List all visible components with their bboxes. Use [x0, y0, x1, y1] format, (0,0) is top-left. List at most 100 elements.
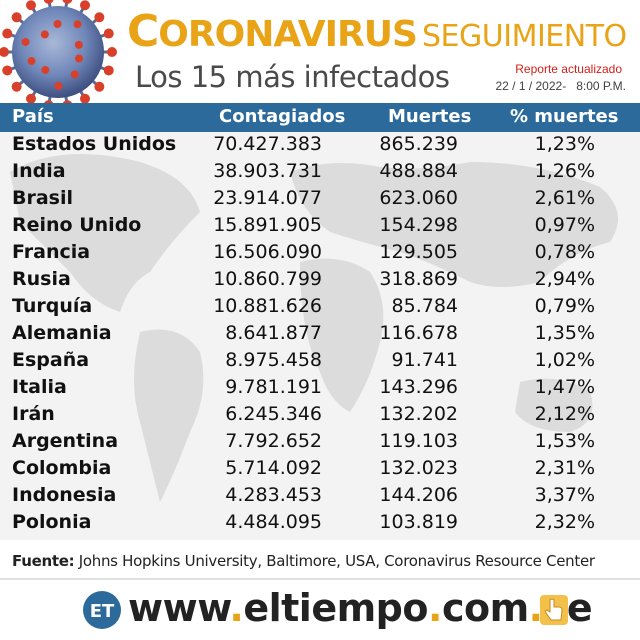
virus-spike-tip — [80, 93, 90, 103]
subtitle: Los 15 más infectados — [135, 60, 450, 94]
title-initial: C — [127, 6, 159, 57]
cell-pct: 2,94% — [534, 268, 595, 290]
table-row: España 8.975.458 91.741 1,02% — [0, 348, 640, 375]
cell-cases: 7.792.652 — [225, 430, 322, 452]
cell-cases: 5.714.092 — [225, 457, 322, 479]
site-com: com — [441, 586, 529, 630]
virus-spike-tip — [62, 100, 72, 103]
cell-cases: 8.641.877 — [225, 322, 322, 344]
report-label: Reporte actualizado — [515, 62, 622, 76]
cell-cases: 10.881.626 — [213, 295, 322, 317]
virus-spike-tip — [103, 65, 114, 76]
header: CORONAVIRUS SEGUIMIENTO Los 15 más infec… — [0, 0, 640, 103]
cell-country: Irán — [12, 403, 55, 425]
cell-cases: 4.484.095 — [225, 511, 322, 533]
cell-cases: 9.781.191 — [225, 376, 322, 398]
virus-spike-tip — [11, 12, 22, 23]
source-text: Johns Hopkins University, Baltimore, USA… — [78, 552, 595, 570]
logo-text: ET — [90, 601, 115, 622]
title: CORONAVIRUS SEGUIMIENTO — [127, 6, 627, 57]
report-date: 22 / 1 / 2022- 8:00 P.M. — [495, 79, 626, 93]
cell-pct: 1,47% — [534, 376, 595, 398]
table-row: Polonia 4.484.095 103.819 2,32% — [0, 510, 640, 537]
cell-deaths: 623.060 — [379, 187, 458, 209]
cell-deaths: 119.103 — [379, 430, 458, 452]
report-time: 8:00 P.M. — [576, 79, 626, 93]
cell-pct: 2,32% — [534, 511, 595, 533]
cell-deaths: 132.202 — [379, 403, 458, 425]
virus-surface-dot — [75, 54, 84, 63]
virus-surface-dot — [27, 57, 36, 66]
site-dot-3: . — [528, 586, 543, 630]
virus-spike-tip — [11, 81, 22, 92]
table-row: Francia 16.506.090 129.505 0,78% — [0, 240, 640, 267]
cell-cases: 4.283.453 — [225, 484, 322, 506]
virus-spike-tip — [103, 28, 114, 39]
table-header: País Contagiados Muertes % muertes — [0, 103, 640, 132]
cell-pct: 0,79% — [534, 295, 595, 317]
pointing-hand-icon — [540, 595, 568, 625]
cell-deaths: 91.741 — [391, 349, 458, 371]
cell-deaths: 154.298 — [379, 214, 458, 236]
column-header-cases: Contagiados — [219, 106, 346, 127]
virus-spike-tip — [107, 47, 117, 57]
title-rest: ORONAVIRUS — [158, 14, 418, 55]
table-row: Irán 6.245.346 132.202 2,12% — [0, 402, 640, 429]
cell-deaths: 129.505 — [379, 241, 458, 263]
virus-spike-tip — [26, 93, 36, 103]
column-header-country: País — [12, 106, 54, 127]
cell-pct: 1,23% — [534, 133, 595, 155]
cell-pct: 1,26% — [534, 160, 595, 182]
table-row: Alemania 8.641.877 116.678 1,35% — [0, 321, 640, 348]
cell-pct: 1,53% — [534, 430, 595, 452]
coronavirus-icon — [0, 0, 117, 103]
cell-country: Indonesia — [12, 484, 117, 506]
divider — [0, 578, 640, 580]
site-dot-1: . — [229, 586, 244, 630]
cell-cases: 8.975.458 — [225, 349, 322, 371]
cell-cases: 23.914.077 — [213, 187, 322, 209]
table-row: Colombia 5.714.092 132.023 2,31% — [0, 456, 640, 483]
virus-spike-tip — [44, 100, 54, 103]
site-dot-2: . — [428, 586, 442, 630]
virus-spike-tip — [80, 0, 90, 11]
cell-deaths: 143.296 — [379, 376, 458, 398]
footer: ET www.eltiempo.com.ve — [0, 580, 640, 640]
cell-deaths: 318.869 — [379, 268, 458, 290]
virus-surface-dot — [53, 20, 62, 29]
virus-spike-tip — [2, 28, 13, 39]
table-row: Turquía 10.881.626 85.784 0,79% — [0, 294, 640, 321]
cell-deaths: 132.023 — [379, 457, 458, 479]
cell-country: India — [12, 160, 66, 182]
cell-country: Alemania — [12, 322, 112, 344]
cell-pct: 0,97% — [534, 214, 595, 236]
table-row: India 38.903.731 488.884 1,26% — [0, 159, 640, 186]
cell-country: Rusia — [12, 268, 71, 290]
virus-spike-tip — [43, 0, 54, 4]
cell-country: Francia — [12, 241, 91, 263]
virus-spike-tip — [94, 81, 105, 92]
table-row: Estados Unidos 70.427.383 865.239 1,23% — [0, 132, 640, 159]
cell-deaths: 865.239 — [379, 133, 458, 155]
site-url[interactable]: www.eltiempo.com.ve — [128, 586, 593, 630]
world-map-background — [10, 154, 618, 502]
title-second: SEGUIMIENTO — [422, 19, 627, 54]
cell-country: Colombia — [12, 457, 112, 479]
cell-cases: 38.903.731 — [213, 160, 322, 182]
virus-surface-dot — [21, 37, 30, 46]
source-label: Fuente: — [12, 552, 75, 570]
table-body: Estados Unidos 70.427.383 865.239 1,23% Indi… — [0, 132, 640, 540]
table-row: Brasil 23.914.077 623.060 2,61% — [0, 186, 640, 213]
cell-pct: 1,35% — [534, 322, 595, 344]
cell-country: Argentina — [12, 430, 119, 452]
cell-pct: 0,78% — [534, 241, 595, 263]
virus-spike-tip — [94, 12, 105, 23]
column-header-deaths: Muertes — [388, 106, 472, 127]
virus-spike-tip — [2, 65, 13, 76]
source-note: Fuente: Johns Hopkins University, Baltim… — [0, 542, 640, 578]
cell-cases: 16.506.090 — [213, 241, 322, 263]
cell-country: Estados Unidos — [12, 133, 177, 155]
cell-cases: 70.427.383 — [213, 133, 322, 155]
table-row: Reino Unido 15.891.905 154.298 0,97% — [0, 213, 640, 240]
site-name: eltiempo — [243, 586, 428, 630]
